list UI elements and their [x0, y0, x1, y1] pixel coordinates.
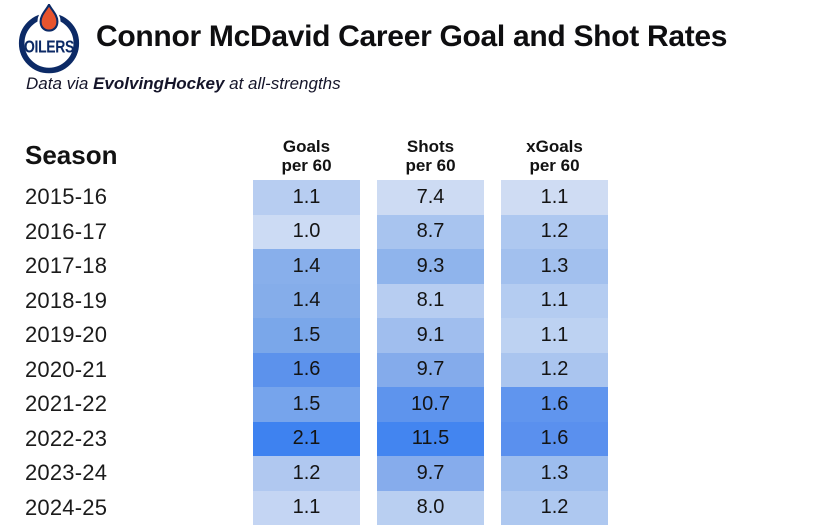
heatmap-cell: 1.6 [253, 352, 360, 387]
column-header-line: xGoals [526, 136, 583, 156]
oil-drop-icon [39, 4, 59, 32]
subtitle-suffix: at all-strengths [224, 74, 341, 93]
heatmap-cell: 1.5 [253, 318, 360, 353]
column-header-line: per 60 [405, 155, 456, 175]
heatmap-cell: 1.2 [501, 214, 608, 249]
season-label: 2020-21 [25, 356, 108, 382]
subtitle-brand: EvolvingHockey [93, 74, 225, 93]
season-label: 2016-17 [25, 218, 108, 244]
logo-wordmark: OILERS [24, 38, 74, 57]
season-label: 2023-24 [25, 460, 108, 486]
heatmap-cell: 1.1 [253, 180, 360, 215]
heatmap-cell: 7.4 [377, 180, 484, 215]
heatmap-cell: 9.1 [377, 318, 484, 353]
heatmap-cell: 1.1 [501, 283, 608, 318]
heatmap-cell: 8.1 [377, 283, 484, 318]
season-label: 2017-18 [25, 253, 108, 279]
oilers-logo: OILERS [18, 4, 80, 74]
column-header-shots-per-60: Shots per 60 [377, 131, 484, 180]
heatmap-cell: 1.0 [253, 214, 360, 249]
heatmap-cell: 1.2 [253, 456, 360, 491]
heatmap-cell: 1.6 [501, 421, 608, 456]
column-header-line: per 60 [281, 155, 332, 175]
season-label: 2021-22 [25, 391, 108, 417]
season-label: 2018-19 [25, 287, 108, 313]
subtitle-prefix: Data via [26, 74, 94, 93]
heatmap-cell: 8.7 [377, 214, 484, 249]
column-header-xgoals-per-60: xGoals per 60 [501, 131, 608, 180]
column-header-goals-per-60: Goals per 60 [253, 131, 360, 180]
column-header-line: Goals [282, 136, 331, 156]
heatmap-cell: 11.5 [377, 421, 484, 456]
season-label: 2024-25 [25, 494, 108, 520]
data-source-note: Data via EvolvingHockey at all-strengths [26, 74, 341, 94]
heatmap-cell: 1.2 [501, 352, 608, 387]
heatmap-cell: 9.7 [377, 352, 484, 387]
heatmap-cell: 8.0 [377, 490, 484, 525]
heatmap-cell: 1.1 [501, 318, 608, 353]
stats-table: Season Goals per 60 Shots per 60 xGoals … [25, 131, 608, 525]
heatmap-cell: 1.1 [253, 490, 360, 525]
heatmap-cell: 1.6 [501, 387, 608, 422]
season-column-header: Season [25, 140, 118, 170]
page-title: Connor McDavid Career Goal and Shot Rate… [96, 20, 728, 53]
heatmap-cell: 1.5 [253, 387, 360, 422]
season-label: 2019-20 [25, 322, 108, 348]
heatmap-cell: 1.4 [253, 249, 360, 284]
column-header-line: per 60 [529, 155, 580, 175]
heatmap-cell: 1.3 [501, 456, 608, 491]
season-label: 2015-16 [25, 184, 108, 210]
heatmap-cell: 1.1 [501, 180, 608, 215]
heatmap-cell: 1.3 [501, 249, 608, 284]
heatmap-cell: 1.2 [501, 490, 608, 525]
heatmap-cell: 9.7 [377, 456, 484, 491]
heatmap-cell: 1.4 [253, 283, 360, 318]
season-label: 2022-23 [25, 425, 108, 451]
heatmap-cell: 2.1 [253, 421, 360, 456]
heatmap-cell: 10.7 [377, 387, 484, 422]
heatmap-cell: 9.3 [377, 249, 484, 284]
column-header-line: Shots [406, 136, 455, 156]
